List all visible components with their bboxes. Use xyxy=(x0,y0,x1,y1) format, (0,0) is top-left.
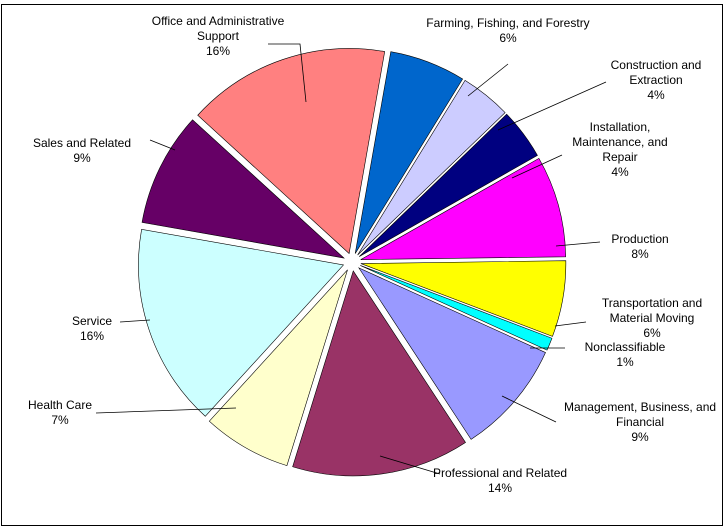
leader-line xyxy=(95,407,237,414)
value-label: 16% xyxy=(205,44,231,58)
category-name: Production xyxy=(611,232,669,246)
category-name: Health Care xyxy=(27,398,93,412)
category-name: Office and Administrative Support xyxy=(151,14,285,43)
category-name: Farming, Fishing, and Forestry xyxy=(426,16,590,30)
pie-slice xyxy=(292,270,466,477)
slice-label: Nonclassifiable 1% xyxy=(565,340,685,370)
value-label: 7% xyxy=(51,413,69,427)
category-name: Professional and Related xyxy=(432,466,568,480)
leader-line xyxy=(555,241,601,247)
value-label: 9% xyxy=(631,430,649,444)
pie-slice xyxy=(354,51,464,254)
slice-label: Management, Business, and Financial 9% xyxy=(560,400,720,445)
category-name: Transportation and Material Moving xyxy=(601,296,703,325)
leader-line xyxy=(501,395,557,423)
pie-slice xyxy=(208,269,348,467)
slice-label: Installation, Maintenance, and Repair 4% xyxy=(560,120,680,180)
leader-line xyxy=(497,81,607,131)
leader-line xyxy=(268,43,307,103)
value-label: 16% xyxy=(79,329,105,343)
value-label: 6% xyxy=(643,326,661,340)
value-label: 1% xyxy=(616,355,634,369)
chart-frame xyxy=(1,4,723,526)
pie-slice xyxy=(357,79,506,256)
category-name: Service xyxy=(71,314,112,328)
leader-line xyxy=(554,321,587,327)
slice-label: Construction and Extraction 4% xyxy=(596,58,716,103)
category-name: Management, Business, and Financial xyxy=(563,400,717,429)
pie-slice xyxy=(360,265,553,351)
slice-label: Health Care 7% xyxy=(5,398,115,428)
slice-label: Professional and Related 14% xyxy=(425,466,575,496)
category-name: Installation, Maintenance, and Repair xyxy=(572,120,668,164)
leader-line xyxy=(467,63,509,97)
slice-label: Production 8% xyxy=(590,232,690,262)
slice-label: Transportation and Material Moving 6% xyxy=(582,296,722,341)
leader-line xyxy=(511,154,563,179)
slice-label: Sales and Related 9% xyxy=(17,136,147,166)
value-label: 6% xyxy=(499,31,517,45)
pie-slice xyxy=(138,228,345,417)
slice-label: Service 16% xyxy=(52,314,132,344)
leader-line xyxy=(119,319,151,323)
pie-slice xyxy=(141,119,345,259)
pie-slice xyxy=(197,48,386,255)
leader-line xyxy=(379,455,441,475)
category-name: Nonclassifiable xyxy=(584,340,666,354)
value-label: 4% xyxy=(611,165,629,179)
slice-label: Farming, Fishing, and Forestry 6% xyxy=(423,16,593,46)
slice-label: Office and Administrative Support 16% xyxy=(143,14,293,59)
value-label: 4% xyxy=(647,88,665,102)
pie-slice xyxy=(360,157,566,260)
leader-line xyxy=(149,139,176,151)
pie-slice xyxy=(358,267,546,440)
pie-slice xyxy=(358,113,538,257)
pie-slice xyxy=(360,260,567,337)
value-label: 14% xyxy=(487,481,513,495)
category-name: Sales and Related xyxy=(32,136,132,150)
value-label: 8% xyxy=(631,247,649,261)
category-name: Construction and Extraction xyxy=(610,58,702,87)
value-label: 9% xyxy=(73,151,91,165)
